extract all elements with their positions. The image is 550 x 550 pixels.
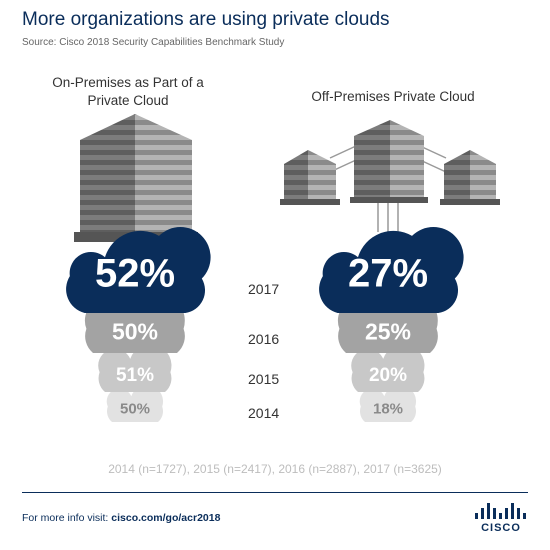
cisco-wordmark: CISCO <box>481 522 521 534</box>
chart-title: More organizations are using private clo… <box>22 9 390 30</box>
footer-link[interactable]: cisco.com/go/acr2018 <box>111 512 221 524</box>
off-premises-buildings-icon <box>280 120 500 232</box>
cloud-marker-off-premises-2017 <box>319 227 464 313</box>
data-label-off-premises-2015: 20% <box>369 365 407 386</box>
cloud-marker-on-premises-2017 <box>66 227 211 313</box>
sample-size-note: 2014 (n=1727), 2015 (n=2417), 2016 (n=28… <box>108 462 442 476</box>
cisco-logo: CISCO <box>474 501 528 537</box>
cloud-marker-on-premises-2015 <box>98 344 172 392</box>
series-label-on-premises: On-Premises as Part of a Private Cloud <box>52 75 204 108</box>
cloud-marker-off-premises-2015 <box>351 344 425 392</box>
chart-source: Source: Cisco 2018 Security Capabilities… <box>22 37 285 48</box>
series-label-off-premises: Off-Premises Private Cloud <box>311 89 475 104</box>
footer-text: For more info visit: cisco.com/go/acr201… <box>22 512 220 524</box>
data-label-on-premises-2016: 50% <box>112 318 158 344</box>
footer-divider <box>22 492 528 493</box>
year-label-2014: 2014 <box>248 405 279 421</box>
cloud-marker-on-premises-2014 <box>106 385 164 422</box>
on-premises-building-icon <box>74 114 198 242</box>
cloud-marker-off-premises-2014 <box>359 385 417 422</box>
year-label-2015: 2015 <box>248 371 279 387</box>
year-label-2016: 2016 <box>248 331 279 347</box>
year-label-2017: 2017 <box>248 281 279 297</box>
cisco-bars-icon <box>475 503 526 519</box>
data-label-on-premises-2015: 51% <box>116 365 154 386</box>
data-label-off-premises-2014: 18% <box>373 400 403 417</box>
data-label-on-premises-2017: 52% <box>95 251 175 295</box>
data-label-on-premises-2014: 50% <box>120 400 150 417</box>
footer-prefix: For more info visit: <box>22 512 109 524</box>
data-label-off-premises-2016: 25% <box>365 318 411 344</box>
data-label-off-premises-2017: 27% <box>348 251 428 295</box>
